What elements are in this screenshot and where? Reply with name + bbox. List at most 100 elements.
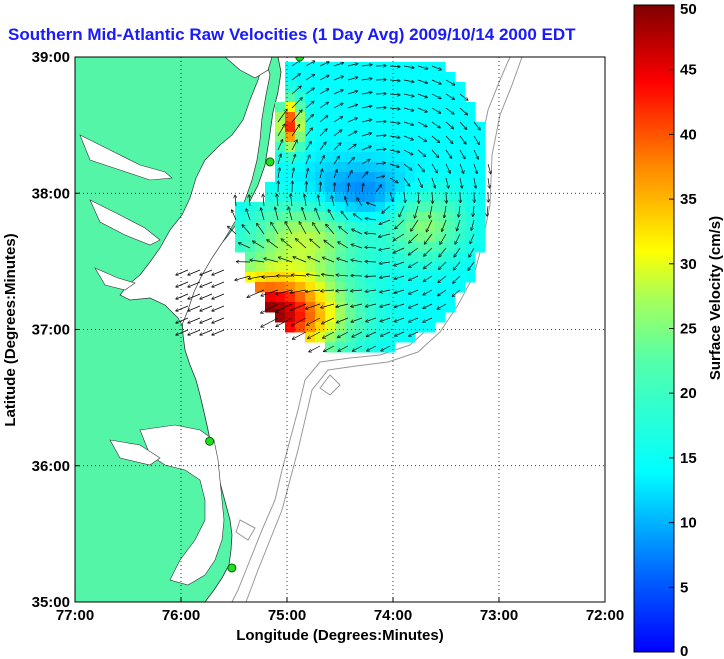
velocity-cell <box>285 272 296 283</box>
velocity-cell <box>355 292 366 303</box>
velocity-cell <box>425 322 436 333</box>
velocity-cell <box>295 162 306 173</box>
velocity-cell <box>255 262 266 273</box>
velocity-cell <box>335 162 346 173</box>
velocity-cell <box>425 172 436 183</box>
velocity-arrow <box>334 183 335 193</box>
velocity-cell <box>455 212 466 223</box>
velocity-arrow <box>459 121 467 129</box>
velocity-arrow <box>367 345 377 351</box>
velocity-cell <box>405 282 416 293</box>
velocity-cell <box>395 82 406 93</box>
velocity-arrow <box>361 92 372 94</box>
velocity-cell <box>325 72 336 83</box>
velocity-cell <box>255 242 266 253</box>
velocity-cell <box>415 92 426 103</box>
velocity-cell <box>355 212 366 223</box>
velocity-arrow <box>333 103 343 109</box>
velocity-arrow <box>347 158 354 165</box>
velocity-cell <box>365 212 376 223</box>
velocity-arrow <box>310 239 321 249</box>
velocity-cell <box>315 282 326 293</box>
velocity-cell <box>395 242 406 253</box>
velocity-cell <box>445 202 456 213</box>
velocity-cell <box>415 292 426 303</box>
velocity-cell <box>415 192 426 203</box>
velocity-cell <box>315 132 326 143</box>
velocity-arrow <box>261 317 279 327</box>
velocity-cell <box>325 292 336 303</box>
velocity-arrow <box>403 163 412 170</box>
velocity-arrow <box>305 155 310 165</box>
velocity-arrow <box>393 233 405 240</box>
velocity-arrow <box>305 169 308 179</box>
velocity-cell <box>445 192 456 203</box>
velocity-cell <box>455 242 466 253</box>
velocity-cell <box>395 312 406 323</box>
velocity-cell <box>335 292 346 303</box>
velocity-cell <box>365 342 376 353</box>
colorbar-tick-label: 15 <box>680 450 697 467</box>
velocity-cell <box>475 182 486 193</box>
velocity-arrow <box>323 331 335 338</box>
velocity-cell <box>385 212 396 223</box>
velocity-cell <box>345 212 356 223</box>
velocity-cell <box>295 172 306 183</box>
velocity-arrow <box>445 135 453 143</box>
velocity-arrow <box>293 331 307 339</box>
velocity-arrow <box>409 233 419 243</box>
velocity-arrow <box>473 149 478 159</box>
velocity-cell <box>325 122 336 133</box>
velocity-cell <box>465 222 476 233</box>
velocity-cell <box>285 102 296 113</box>
velocity-arrow <box>200 317 213 323</box>
y-axis-label: Latitude (Degrees:Minutes) <box>2 233 19 426</box>
velocity-arrow <box>336 290 349 291</box>
velocity-cell <box>405 262 416 273</box>
velocity-cell <box>345 242 356 253</box>
velocity-cell <box>405 182 416 193</box>
velocity-cell <box>455 272 466 283</box>
velocity-arrow <box>263 195 264 207</box>
velocity-cell <box>455 182 466 193</box>
velocity-cell <box>365 282 376 293</box>
velocity-arrow <box>389 80 400 81</box>
velocity-arrow <box>417 149 426 156</box>
velocity-cell <box>375 92 386 103</box>
velocity-arrow <box>336 275 349 276</box>
velocity-arrow <box>468 261 475 270</box>
velocity-arrow <box>471 219 475 230</box>
velocity-cell <box>265 182 276 193</box>
velocity-arrow <box>394 247 405 253</box>
velocity-arrow <box>381 331 391 336</box>
velocity-cell <box>435 102 446 113</box>
velocity-cell <box>335 282 346 293</box>
velocity-arrow <box>333 156 339 165</box>
velocity-cell <box>235 242 246 253</box>
velocity-cell <box>305 272 316 283</box>
velocity-cell <box>415 142 426 153</box>
velocity-cell <box>315 272 326 283</box>
velocity-cell <box>335 212 346 223</box>
velocity-arrow <box>473 163 477 173</box>
velocity-cell <box>355 302 366 313</box>
velocity-cell <box>435 112 446 123</box>
velocity-cell <box>325 102 336 113</box>
velocity-cell <box>295 202 306 213</box>
velocity-cell <box>385 172 396 183</box>
velocity-cell <box>365 72 376 83</box>
velocity-cell <box>315 92 326 103</box>
velocity-cell <box>325 212 336 223</box>
velocity-cell <box>375 72 386 83</box>
velocity-cell <box>445 172 456 183</box>
velocity-cell <box>325 152 336 163</box>
velocity-cell <box>315 142 326 153</box>
velocity-cell <box>375 302 386 313</box>
velocity-arrow <box>347 77 358 81</box>
delaware-bay <box>224 57 273 79</box>
velocity-arrow <box>389 66 400 67</box>
velocity-cell <box>315 162 326 173</box>
velocity-cell <box>355 192 366 203</box>
velocity-cell <box>275 302 286 313</box>
velocity-cell <box>305 82 316 93</box>
